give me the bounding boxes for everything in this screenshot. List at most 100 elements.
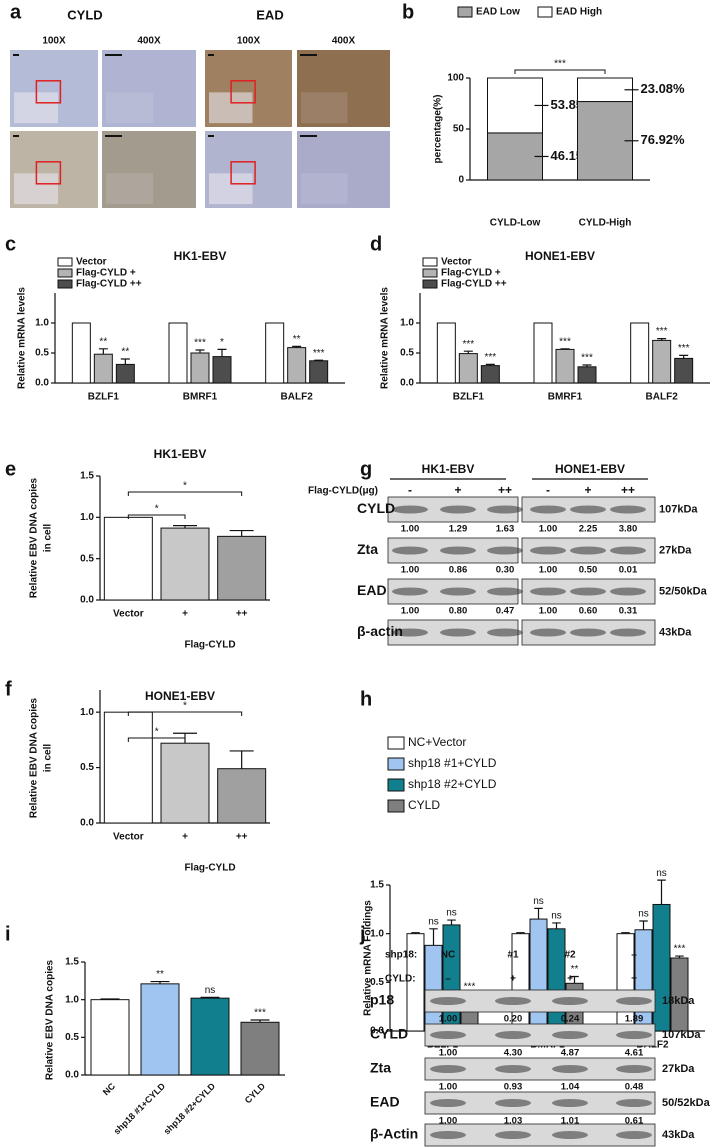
error-bar bbox=[229, 529, 254, 537]
quantification: 1.00 bbox=[439, 1014, 458, 1025]
micrograph-texture bbox=[106, 92, 153, 124]
size-label: 43kDa bbox=[662, 1129, 695, 1141]
error-bar bbox=[552, 922, 561, 929]
y-tick-label: 1.0 bbox=[80, 512, 94, 523]
y-tick-label: 0.0 bbox=[80, 818, 94, 829]
size-label: 27kDa bbox=[662, 1063, 695, 1075]
significance: ** bbox=[121, 347, 129, 358]
quantification: 0.86 bbox=[449, 565, 468, 576]
chart-title: HONE1-EBV bbox=[525, 249, 595, 263]
lane-label: NC bbox=[441, 950, 455, 961]
legend-label: EAD Low bbox=[476, 7, 520, 18]
quantification: 0.61 bbox=[625, 1116, 644, 1127]
legend-swatch bbox=[57, 257, 73, 267]
quantification: 0.47 bbox=[496, 606, 515, 617]
micrograph-texture bbox=[106, 173, 153, 205]
quantification: 1.00 bbox=[439, 1082, 458, 1093]
bar bbox=[71, 322, 91, 384]
band bbox=[570, 628, 606, 637]
y-tick-label: 0.0 bbox=[370, 1026, 384, 1037]
protein-label: β-actin bbox=[357, 623, 403, 639]
micrograph bbox=[102, 50, 196, 127]
y-tick-label: 1.0 bbox=[65, 994, 79, 1005]
size-label: 107kDa bbox=[659, 503, 698, 515]
y-axis-label: Relative EBV DNA copies bbox=[29, 697, 40, 818]
legend-swatch bbox=[387, 757, 405, 771]
blot bbox=[424, 989, 656, 1013]
chart-title: HK1-EBV bbox=[154, 447, 207, 461]
y-tick-label: 0.5 bbox=[80, 762, 94, 773]
y-tick-label: 0.5 bbox=[80, 553, 94, 564]
micrograph bbox=[297, 131, 390, 208]
micrograph bbox=[297, 50, 390, 127]
significance: *** bbox=[462, 339, 474, 350]
band bbox=[440, 546, 476, 555]
magnification: 100X bbox=[237, 36, 261, 47]
bar bbox=[309, 360, 329, 384]
band bbox=[530, 505, 566, 514]
error-bar bbox=[229, 750, 254, 769]
x-axis-label: Flag-CYLD bbox=[184, 863, 235, 874]
band bbox=[616, 1131, 652, 1139]
band bbox=[487, 505, 523, 514]
error-bar bbox=[582, 364, 592, 367]
panel-label: f bbox=[5, 678, 12, 700]
x-tick-label: CYLD bbox=[243, 1081, 268, 1106]
zoom-box bbox=[35, 80, 62, 104]
lane-label: + bbox=[510, 974, 516, 985]
protein-label: EAD bbox=[357, 582, 387, 598]
bar bbox=[265, 322, 285, 384]
bar bbox=[103, 516, 153, 601]
cell-line: HK1-EBV bbox=[422, 462, 475, 476]
size-label: 107kDa bbox=[662, 1029, 701, 1041]
panel-label: b bbox=[402, 1, 414, 23]
zoom-box bbox=[35, 161, 62, 185]
y-tick-label: 1.0 bbox=[370, 928, 384, 939]
quantification: 0.93 bbox=[504, 1082, 523, 1093]
y-axis-label: percentage(%) bbox=[433, 95, 444, 164]
band bbox=[495, 1065, 531, 1073]
bar bbox=[287, 347, 307, 384]
y-tick-label: 50 bbox=[453, 124, 465, 135]
lane-label: - bbox=[546, 483, 550, 497]
bar bbox=[652, 339, 672, 384]
bar bbox=[190, 352, 210, 384]
band bbox=[530, 587, 566, 596]
x-tick-label: + bbox=[182, 609, 188, 620]
bar bbox=[160, 742, 210, 824]
x-tick-label: BALF2 bbox=[646, 392, 679, 403]
band bbox=[430, 997, 466, 1005]
lane-label: + bbox=[631, 974, 637, 985]
band bbox=[570, 505, 606, 514]
comparison-label: * bbox=[155, 504, 159, 515]
error-bar bbox=[534, 907, 543, 920]
quantification: 4.30 bbox=[504, 1048, 523, 1059]
quantification: 2.25 bbox=[579, 524, 598, 535]
x-tick-label: CYLD-Low bbox=[490, 218, 541, 229]
bar bbox=[480, 365, 500, 384]
error-bar bbox=[292, 345, 302, 348]
y-tick-label: 0.0 bbox=[80, 595, 94, 606]
y-tick-label: 0.5 bbox=[370, 977, 384, 988]
x-tick-label: BMRF1 bbox=[548, 392, 583, 403]
error-bar bbox=[621, 932, 630, 934]
panel-label: i bbox=[5, 923, 11, 945]
band bbox=[430, 1031, 466, 1039]
significance: *** bbox=[464, 982, 476, 993]
blot bbox=[424, 1091, 656, 1115]
bar bbox=[190, 997, 230, 1076]
group-title: EAD bbox=[256, 7, 283, 22]
band bbox=[530, 628, 566, 637]
significance: ** bbox=[293, 334, 301, 345]
significance: *** bbox=[254, 1008, 266, 1019]
legend-label: NC+Vector bbox=[408, 735, 466, 749]
error-bar bbox=[120, 358, 130, 365]
bar bbox=[93, 353, 113, 384]
size-label: 27kDa bbox=[659, 544, 692, 556]
error-bar bbox=[485, 363, 495, 366]
y-axis-label: Relative mRNA levels bbox=[380, 287, 391, 389]
bar bbox=[674, 357, 694, 384]
quantification: 1.00 bbox=[401, 565, 420, 576]
x-axis-label: Flag-CYLD bbox=[184, 640, 235, 651]
comparison-bracket bbox=[127, 737, 186, 742]
